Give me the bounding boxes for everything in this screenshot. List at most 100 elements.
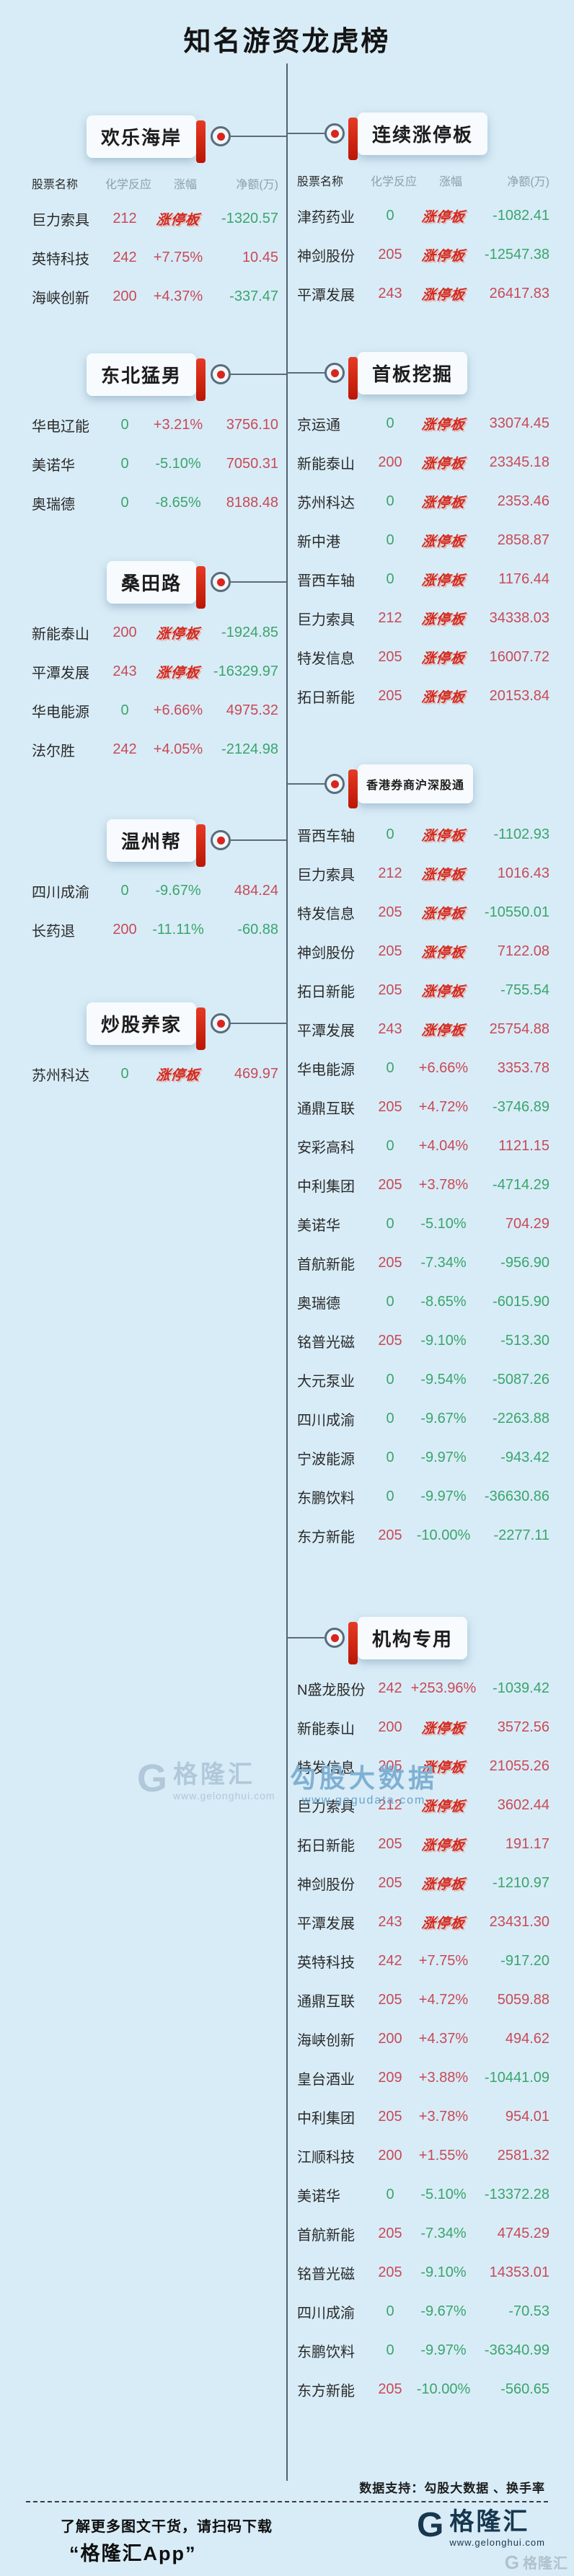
change-value: 涨停板 [410,453,477,472]
section-tag: 桑田路 [106,560,206,609]
stock-row: 拓日新能 205 涨停板 20153.84 [297,676,549,715]
change-value: +3.78% [418,1176,469,1193]
section-header: 连续涨停板 [287,102,574,164]
reaction-value: 205 [378,1874,402,1891]
section-connector [287,774,345,794]
limit-up-badge: 涨停板 [420,984,466,1000]
limit-up-badge: 涨停板 [420,945,466,961]
stock-name: 美诺华 [297,1217,340,1234]
stock-row: 中利集团 205 +3.78% -4714.29 [297,1165,549,1204]
section-tag: 温州帮 [106,819,206,867]
limit-up-badge: 涨停板 [420,1023,466,1038]
reaction-value: 0 [386,1449,394,1465]
section-header: 香港券商沪深股通 [287,753,574,815]
stock-name: 特发信息 [297,650,355,667]
change-value: -5.10% [155,455,201,472]
reaction-value: 205 [378,2108,402,2125]
net-value: -5087.26 [493,1371,549,1388]
change-value: +4.05% [153,741,203,757]
net-value: 191.17 [505,1835,549,1852]
net-value: 1176.44 [498,570,549,587]
section: 机构专用 N盛龙股份 242 +253.96% -1039.42 新能泰山 20… [287,1607,574,2409]
stock-name: 京运通 [297,417,340,433]
reaction-value: 212 [112,210,137,226]
section-connector [211,364,287,384]
stock-name: 华电能源 [32,704,89,720]
header-change: 涨幅 [174,179,198,191]
net-value: -10550.01 [484,904,549,920]
change-value: -8.65% [155,494,201,511]
net-value: -755.54 [500,982,549,998]
stock-row: 东方新能 205 -10.00% -560.65 [297,2370,549,2409]
stock-name: 巨力索具 [297,612,355,628]
net-value: -4714.29 [493,1176,549,1193]
page-title: 知名游资龙虎榜 [183,27,391,57]
stock-name: 中利集团 [297,2110,355,2127]
change-value: 涨停板 [410,981,477,1000]
connector-line [231,1023,287,1024]
reaction-value: 205 [378,2264,402,2280]
stock-row: 津药药业 0 涨停板 -1082.41 [297,196,549,235]
reaction-value: 205 [378,904,402,920]
section-rows: 晋西车轴 0 涨停板 -1102.93 巨力索具 212 涨停板 1016.43… [287,815,574,1555]
section-title: 机构专用 [372,1628,454,1650]
stock-row: 法尔胜 242 +4.05% -2124.98 [32,730,278,769]
section-title: 连续涨停板 [372,123,474,146]
net-value: -1039.42 [493,1680,549,1696]
limit-up-badge: 涨停板 [420,612,466,627]
net-value: 4745.29 [497,2225,549,2241]
reaction-value: 242 [378,1952,402,1969]
section-tag: 东北猛男 [86,353,206,401]
change-value: 涨停板 [410,245,477,265]
reaction-value: 0 [120,702,129,718]
stock-name: 东鹏饮料 [297,2344,355,2360]
change-value: -9.97% [420,1488,467,1504]
stock-row: 平潭发展 243 涨停板 26417.83 [297,274,549,313]
stock-name: 平潭发展 [32,665,89,682]
net-value: 3602.44 [497,1796,549,1813]
reaction-value: 205 [378,246,402,263]
net-value: -2263.88 [493,1410,549,1426]
stock-name: 四川成渝 [297,1412,355,1429]
section-tag: 香港券商沪深股通 [348,764,474,808]
change-value: 涨停板 [144,1064,212,1084]
stock-name: 平潭发展 [297,1023,355,1039]
limit-up-badge: 涨停板 [420,287,466,303]
limit-up-badge: 涨停板 [155,1067,200,1083]
net-value: 1121.15 [498,1137,549,1154]
change-value: 涨停板 [410,570,477,589]
section: 炒股养家 苏州科达 0 涨停板 469.97 [0,992,287,1093]
stock-row: 晋西车轴 0 涨停板 -1102.93 [297,815,549,854]
stock-name: 宁波能源 [297,1451,355,1468]
net-value: -2277.11 [493,1527,549,1543]
change-value: +4.37% [153,288,203,304]
stock-name: 首航新能 [297,1256,355,1273]
reaction-value: 0 [386,2342,394,2358]
connector-line [231,581,287,583]
change-value: 涨停板 [144,662,212,682]
stock-row: 通鼎互联 205 +4.72% 5059.88 [297,1980,549,2019]
header-chemical-reaction: 化学反应 [105,179,152,191]
net-value: -13372.28 [484,2186,549,2202]
net-value: 34338.03 [489,609,549,626]
section: 欢乐海岸 股票名称 化学反应 涨幅 净额(万) 巨力索具 212 涨停板 -13… [0,105,287,316]
stock-name: 法尔胜 [32,743,75,759]
reaction-value: 205 [378,687,402,704]
reaction-value: 205 [378,982,402,998]
reaction-value: 200 [112,624,137,640]
net-value: 4975.32 [226,702,278,718]
stock-row: 巨力索具 212 涨停板 1016.43 [297,854,549,893]
change-value: 涨停板 [410,864,477,883]
reaction-value: 205 [378,648,402,665]
stock-name: 英特科技 [297,1954,355,1971]
connector-dot-icon [211,126,231,146]
section-title: 香港券商沪深股通 [366,780,465,792]
gelonghui-watermark-text: 格隆汇 [173,1761,256,1788]
gelonghui-watermark: G 格隆汇 www.gelonghui.com [137,1759,275,1801]
change-value: 涨停板 [144,209,212,229]
section-rows: 股票名称 化学反应 涨幅 净额(万) 巨力索具 212 涨停板 -1320.57… [0,167,287,316]
net-value: 704.29 [505,1215,549,1232]
stock-row: 神剑股份 205 涨停板 -1210.97 [297,1863,549,1902]
change-value: 涨停板 [410,1835,477,1854]
net-value: 14353.01 [489,2264,549,2280]
